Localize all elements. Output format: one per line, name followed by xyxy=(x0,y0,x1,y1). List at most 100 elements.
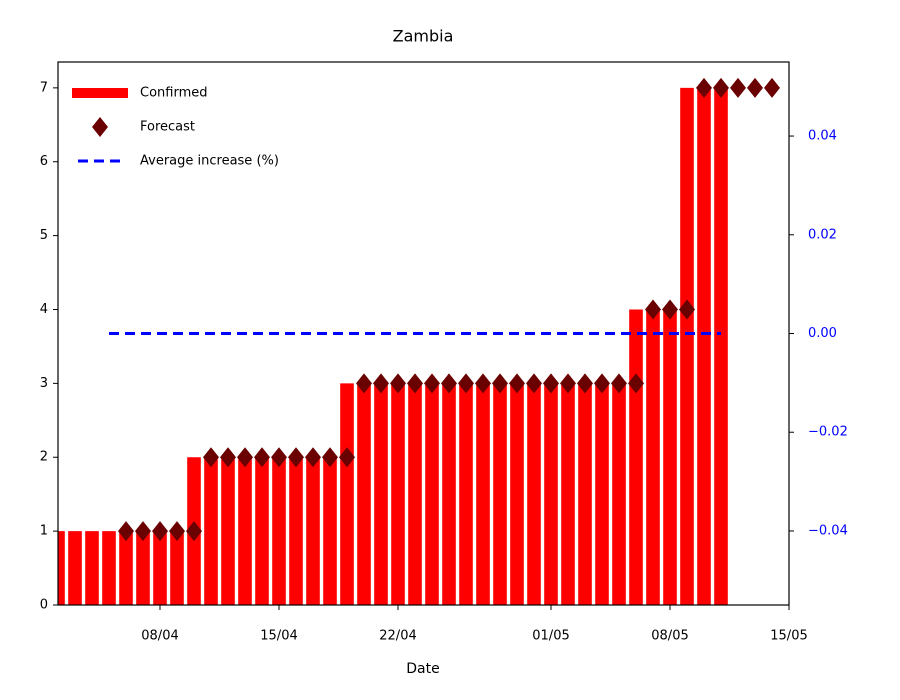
forecast-marker xyxy=(169,521,185,542)
bar xyxy=(153,531,167,605)
bar xyxy=(204,457,218,605)
forecast-marker xyxy=(730,77,746,98)
bar xyxy=(391,383,405,605)
forecast-marker xyxy=(186,521,202,542)
bar xyxy=(697,87,711,605)
legend-label: Average increase (%) xyxy=(140,154,279,169)
bar xyxy=(459,383,473,605)
bar xyxy=(561,383,575,605)
y2-tick-label: −0.04 xyxy=(808,523,848,538)
bar xyxy=(578,383,592,605)
legend-label: Forecast xyxy=(140,120,195,135)
forecast-marker xyxy=(577,373,593,394)
y-tick-label: 6 xyxy=(40,154,48,169)
y2-tick-label: 0.04 xyxy=(808,129,837,144)
legend-swatch xyxy=(92,117,108,137)
forecast-marker xyxy=(237,447,253,468)
bar xyxy=(595,383,609,605)
bar xyxy=(272,457,286,605)
bar xyxy=(629,309,643,605)
bar xyxy=(306,457,320,605)
forecast-marker xyxy=(441,373,457,394)
x-tick-label: 22/04 xyxy=(379,629,416,644)
forecast-marker xyxy=(662,299,678,320)
bar xyxy=(58,531,65,605)
bar xyxy=(170,531,184,605)
bar xyxy=(68,531,82,605)
bar xyxy=(680,87,694,605)
forecast-marker xyxy=(509,373,525,394)
bar xyxy=(136,531,150,605)
bar xyxy=(323,457,337,605)
x-tick-label: 15/05 xyxy=(770,629,807,644)
bar xyxy=(714,87,728,605)
y2-tick-label: −0.02 xyxy=(808,425,848,440)
forecast-marker xyxy=(322,447,338,468)
forecast-marker xyxy=(492,373,508,394)
bar xyxy=(357,383,371,605)
forecast-marker xyxy=(628,373,644,394)
y-tick-label: 5 xyxy=(40,228,48,243)
bar xyxy=(527,383,541,605)
x-tick-label: 01/05 xyxy=(532,629,569,644)
y-tick-label: 1 xyxy=(40,524,48,539)
forecast-marker xyxy=(594,373,610,394)
forecast-marker xyxy=(526,373,542,394)
bar xyxy=(289,457,303,605)
axes-frame xyxy=(57,61,790,606)
bar xyxy=(425,383,439,605)
forecast-marker xyxy=(764,77,780,98)
bar xyxy=(374,383,388,605)
y-tick-label: 0 xyxy=(40,598,48,613)
forecast-marker xyxy=(203,447,219,468)
bar xyxy=(442,383,456,605)
forecast-marker xyxy=(305,447,321,468)
forecast-marker xyxy=(747,77,763,98)
forecast-marker xyxy=(373,373,389,394)
x-tick-label: 08/04 xyxy=(141,629,178,644)
bar xyxy=(612,383,626,605)
y-tick-label: 3 xyxy=(40,376,48,391)
forecast-marker xyxy=(611,373,627,394)
forecast-marker xyxy=(543,373,559,394)
bar xyxy=(646,309,660,605)
forecast-marker xyxy=(152,521,168,542)
bar xyxy=(493,383,507,605)
y-tick-label: 2 xyxy=(40,450,48,465)
y-tick-label: 4 xyxy=(40,302,48,317)
legend-label: Confirmed xyxy=(140,86,208,101)
forecast-marker xyxy=(271,447,287,468)
forecast-marker xyxy=(220,447,236,468)
bar xyxy=(238,457,252,605)
y-tick-label: 7 xyxy=(40,80,48,95)
forecast-marker xyxy=(356,373,372,394)
forecast-marker xyxy=(407,373,423,394)
plot-area xyxy=(58,77,780,605)
bar xyxy=(221,457,235,605)
forecast-marker xyxy=(424,373,440,394)
forecast-marker xyxy=(339,447,355,468)
bar xyxy=(102,531,116,605)
bar xyxy=(663,309,677,605)
forecast-marker xyxy=(713,77,729,98)
chart-title: Zambia xyxy=(393,27,454,46)
bar xyxy=(340,383,354,605)
bar xyxy=(85,531,99,605)
y2-tick-label: 0.02 xyxy=(808,227,837,242)
forecast-marker xyxy=(560,373,576,394)
forecast-marker xyxy=(390,373,406,394)
legend-swatch xyxy=(72,88,128,98)
bar xyxy=(476,383,490,605)
forecast-marker xyxy=(475,373,491,394)
forecast-marker xyxy=(135,521,151,542)
bar xyxy=(544,383,558,605)
x-tick-label: 08/05 xyxy=(651,629,688,644)
bar xyxy=(119,531,133,605)
bar xyxy=(255,457,269,605)
x-axis-label: Date xyxy=(406,661,439,677)
forecast-marker xyxy=(118,521,134,542)
forecast-marker xyxy=(288,447,304,468)
forecast-marker xyxy=(645,299,661,320)
